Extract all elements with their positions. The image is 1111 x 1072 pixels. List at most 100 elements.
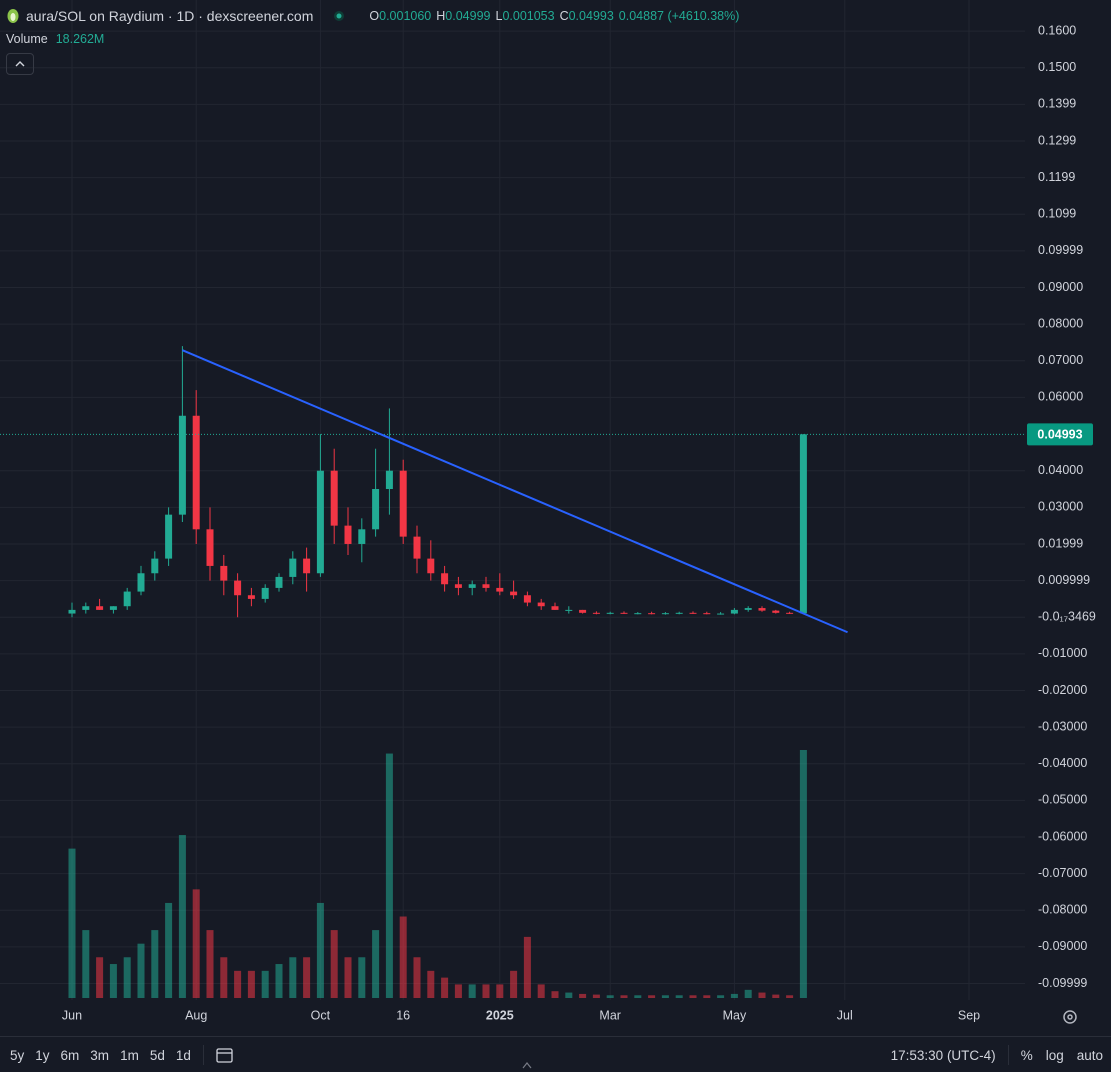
date-range-icon[interactable] [214, 1045, 236, 1065]
y-tick-label: -0.02000 [1038, 683, 1087, 697]
candle-body [316, 470, 324, 574]
candle-body [717, 613, 725, 615]
volume-bar [165, 902, 173, 998]
candle-body [496, 587, 504, 592]
candles [68, 346, 807, 618]
candle-body [441, 573, 449, 585]
candle-body [261, 587, 269, 599]
ohlc-key: O [369, 9, 380, 23]
collapse-button[interactable] [6, 53, 34, 75]
candle-body [634, 613, 642, 615]
candle-body [247, 595, 255, 599]
ohlc-value: 0.001053 [502, 9, 555, 23]
range-buttons: 5y 1y 6m 3m 1m 5d 1d [10, 1048, 191, 1063]
volume-bar [344, 957, 352, 998]
chevron[interactable] [15, 61, 25, 67]
axes: 0.1600 0.1500 0.1399 0.1299 0.1199 0.1099 0.09… [62, 23, 1096, 1022]
status-dot [334, 11, 345, 21]
ohlc-item: L0.001053 [495, 9, 554, 23]
volume-bar [220, 957, 228, 998]
volume-bar [744, 989, 752, 998]
gear-ring[interactable] [1063, 1010, 1077, 1024]
candle-body [772, 610, 780, 613]
volume-bar [96, 957, 104, 998]
y-tick-label: 0.04000 [1038, 463, 1083, 477]
scroll-marker [522, 1062, 532, 1069]
x-tick-label: 2025 [486, 1008, 514, 1022]
x-tick-label: 16 [396, 1008, 410, 1022]
scale-option[interactable]: auto [1076, 1047, 1103, 1063]
calendar[interactable] [216, 1048, 233, 1063]
volume-bar [468, 984, 476, 998]
volume-bar [454, 984, 462, 998]
volume-bar [247, 970, 255, 998]
volume-bar [482, 984, 490, 998]
range-button[interactable]: 1y [35, 1047, 50, 1063]
volume-bar [634, 995, 642, 998]
candle-body [178, 415, 186, 515]
candle-body [427, 558, 435, 574]
candle-body [675, 612, 683, 614]
gear-hub[interactable] [1067, 1014, 1073, 1020]
grid [0, 0, 1025, 1000]
x-tick-label: Oct [311, 1008, 331, 1022]
candle-body [482, 584, 490, 588]
range-button[interactable]: 5d [149, 1047, 165, 1063]
range-button[interactable]: 1m [120, 1047, 139, 1063]
range-button[interactable]: 5y [10, 1047, 25, 1063]
y-tick-label: 0.06000 [1038, 390, 1083, 404]
y-tick-label: -0.07000 [1038, 866, 1087, 880]
volume-bar [579, 993, 587, 998]
volume-bar [137, 943, 145, 998]
candle-body [606, 612, 614, 614]
volume-bar [661, 995, 669, 998]
volume-bar [730, 993, 738, 998]
ohlc-key: H [436, 9, 446, 23]
settings-icon[interactable] [1063, 1010, 1077, 1024]
token-icon-inner [10, 13, 16, 21]
volume-bar [606, 995, 614, 998]
x-tick-label: Jul [837, 1008, 853, 1022]
y-tick-label: -0.05000 [1038, 793, 1087, 807]
volume-bar [703, 995, 711, 998]
ohlc-item: O0.001060 [369, 9, 431, 23]
scale-options: % log auto [1021, 1048, 1103, 1063]
trendline [182, 349, 848, 634]
collapse-icon[interactable] [7, 54, 33, 74]
scale-option[interactable]: % [1020, 1047, 1033, 1063]
volume-legend: Volume 18.262M [6, 32, 104, 46]
candle-body [289, 558, 297, 577]
candle-body [730, 609, 738, 614]
range-button[interactable]: 6m [60, 1047, 80, 1063]
candle-body [758, 608, 766, 611]
volume-bar [717, 995, 725, 998]
range-button[interactable]: 1d [175, 1047, 191, 1063]
y-tick-label: 0.08000 [1038, 316, 1083, 330]
scale-option[interactable]: log [1045, 1047, 1064, 1063]
volume-bar [206, 930, 214, 998]
y-tick-label: 0.1199 [1038, 170, 1075, 184]
y-tick-label: -0.03000 [1038, 719, 1087, 733]
candle-body [703, 613, 711, 615]
x-tick-label: Sep [958, 1008, 980, 1022]
candle-body [372, 489, 380, 530]
candle-body [744, 608, 752, 610]
volume-bar [413, 957, 421, 998]
y-tick-label: 0.1399 [1038, 97, 1076, 111]
volume-bar [261, 970, 269, 998]
bottom-toolbar: 5y 1y 6m 3m 1m 5d 1d 17:53:30 (UTC-4) % log auto [0, 1036, 1111, 1072]
ohlc-item: C0.04993 [560, 9, 614, 23]
volume-bar [620, 995, 628, 998]
volume-bar [289, 957, 297, 998]
volume-bar [330, 930, 338, 998]
volume-bar [399, 916, 407, 998]
volume-bar [234, 970, 242, 998]
last-price-tag [1027, 423, 1093, 446]
candle-body [537, 602, 545, 607]
candle-body [96, 606, 104, 610]
range-button[interactable]: 3m [90, 1047, 110, 1063]
volume-bar [151, 930, 159, 998]
volume-bar [758, 992, 766, 998]
